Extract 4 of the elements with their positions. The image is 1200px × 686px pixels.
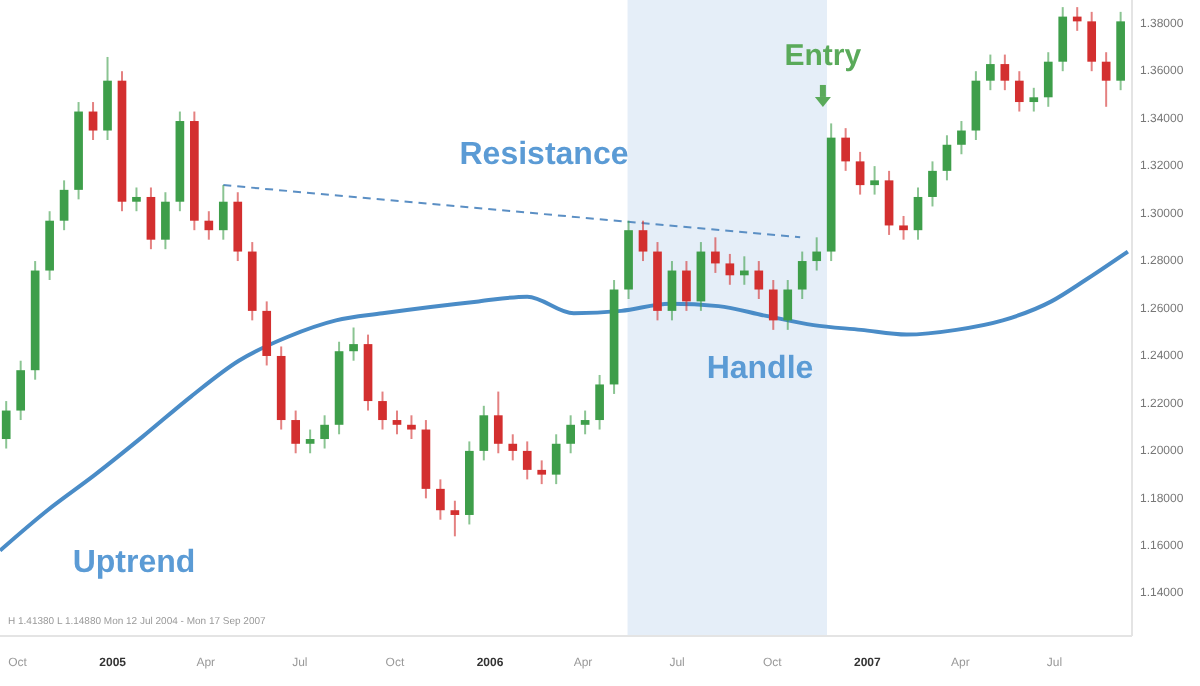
annotation: Handle xyxy=(706,352,814,387)
annotation: Uptrend xyxy=(72,546,196,581)
annotation: Resistance xyxy=(459,138,629,173)
annotation: Entry xyxy=(784,38,863,73)
